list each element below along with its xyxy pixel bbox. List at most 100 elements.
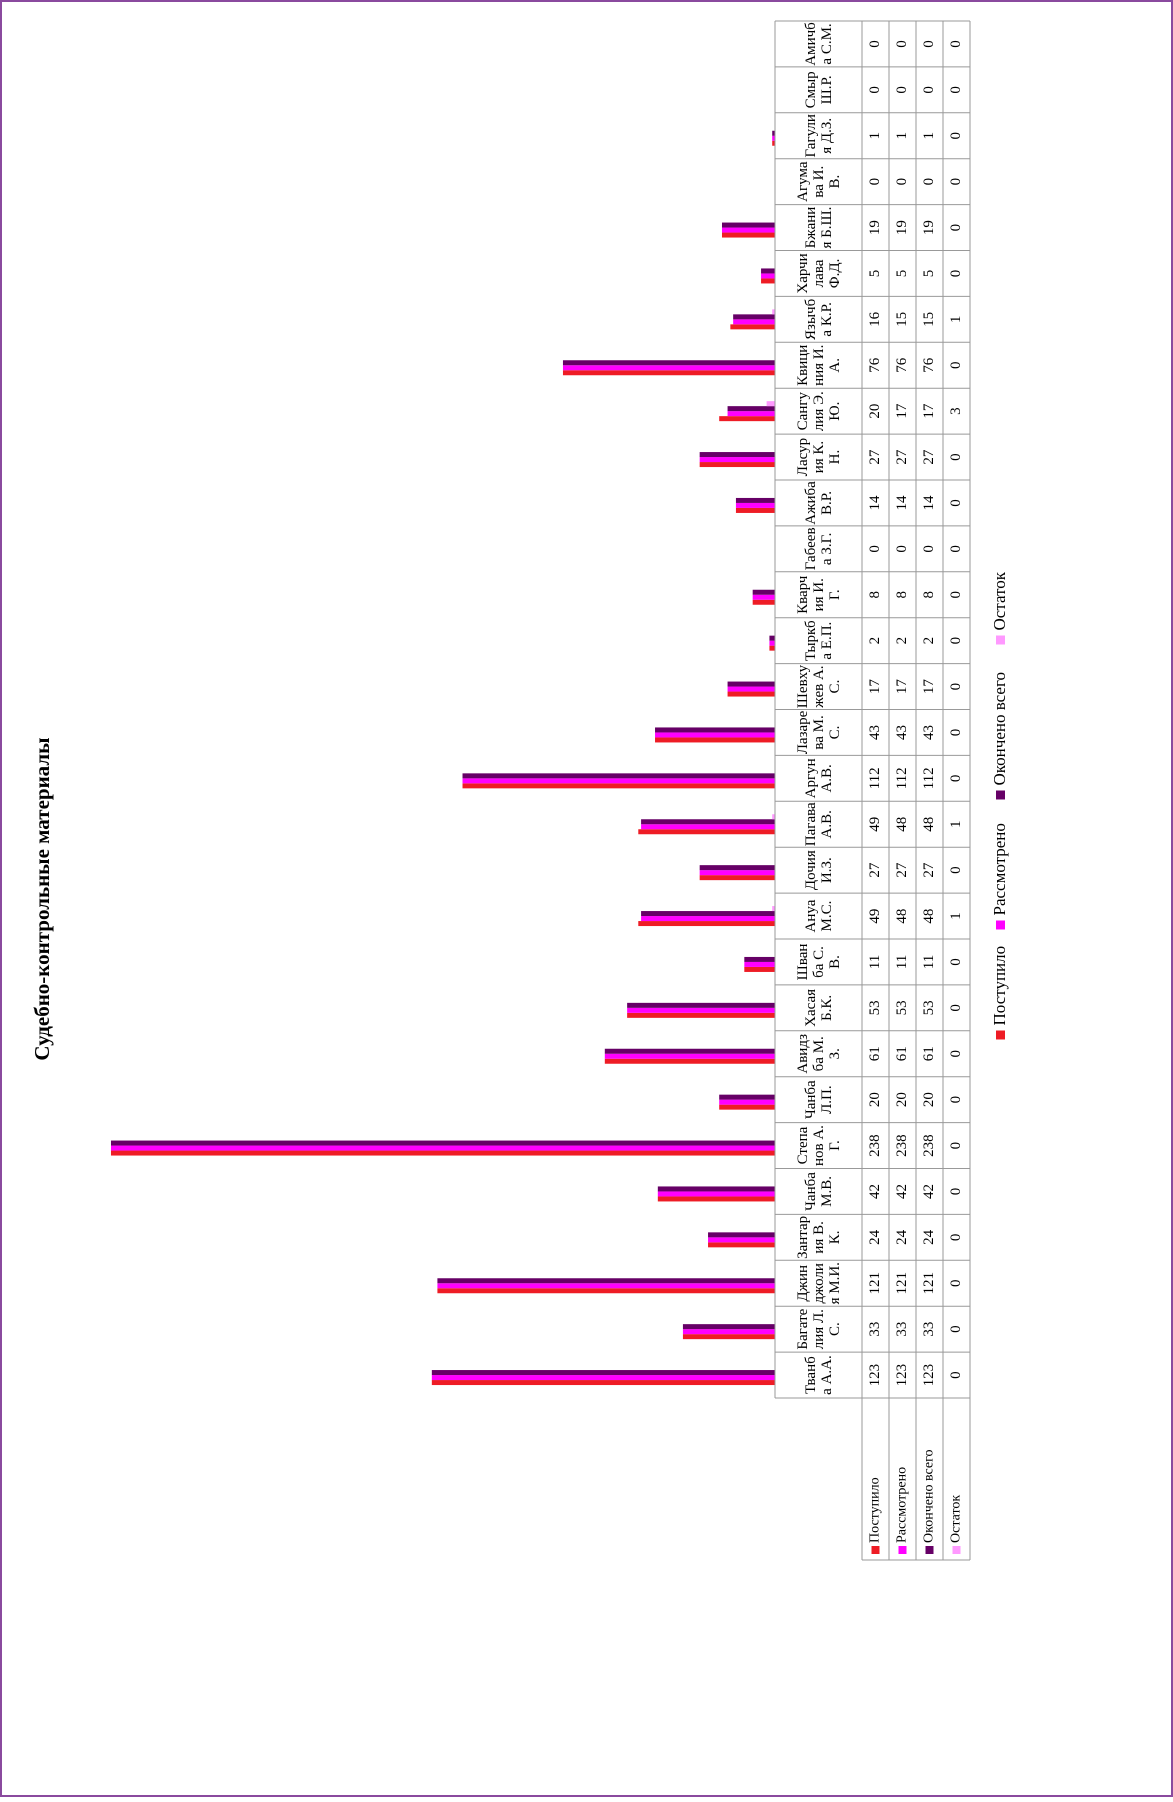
category-cell: Аргун А.В. bbox=[802, 758, 835, 799]
bar bbox=[638, 921, 775, 927]
cell-value: 17 bbox=[921, 403, 937, 419]
category-cell: Лазарева М.С. bbox=[794, 710, 843, 755]
row-label: Рассмотрено bbox=[895, 1467, 910, 1543]
bar bbox=[735, 497, 776, 503]
cell-value: 48 bbox=[921, 817, 937, 832]
cell-value: 11 bbox=[894, 955, 910, 969]
cell-value: 0 bbox=[894, 178, 910, 186]
rotated-chart: Судебно-контрольные материалы Тванба А.А… bbox=[30, 20, 1009, 1561]
bar bbox=[627, 1007, 775, 1013]
category-label: Джинджолия М.И. bbox=[794, 1262, 843, 1305]
cell-value: 0 bbox=[948, 683, 964, 691]
bar bbox=[761, 278, 775, 284]
bar bbox=[437, 1288, 775, 1294]
bar bbox=[682, 1329, 775, 1335]
cell-value: 238 bbox=[921, 1134, 937, 1157]
bar bbox=[655, 732, 776, 738]
bar bbox=[641, 916, 776, 922]
bar bbox=[772, 140, 776, 146]
bar bbox=[604, 1053, 775, 1059]
cell-value: 0 bbox=[894, 545, 910, 553]
cell-value: 0 bbox=[948, 86, 964, 94]
category-cell: Чанба Л.П. bbox=[803, 1080, 835, 1119]
cell-value: 0 bbox=[921, 86, 937, 94]
category-cell: Габеева З.Г. bbox=[803, 527, 835, 570]
cell-value: 27 bbox=[867, 862, 883, 878]
bar bbox=[766, 401, 776, 407]
category-label: Агумава И.В. bbox=[794, 161, 843, 202]
cell-value: 19 bbox=[894, 220, 910, 235]
cell-value: 0 bbox=[948, 1142, 964, 1150]
legend-label: Окончено всего bbox=[990, 672, 1009, 786]
bar bbox=[682, 1324, 775, 1330]
cell-value: 0 bbox=[948, 1188, 964, 1196]
cell-value: 19 bbox=[921, 220, 937, 235]
bar bbox=[699, 457, 775, 463]
bar bbox=[655, 727, 776, 733]
cell-value: 19 bbox=[867, 220, 883, 235]
cell-value: 11 bbox=[921, 955, 937, 969]
cell-value: 33 bbox=[894, 1322, 910, 1337]
cell-value: 76 bbox=[867, 357, 883, 373]
category-label: Шванба С.В. bbox=[794, 943, 843, 981]
legend-key bbox=[996, 790, 1005, 800]
cell-value: 0 bbox=[921, 40, 937, 48]
cell-value: 24 bbox=[867, 1229, 883, 1245]
legend-label: Остаток bbox=[990, 571, 1009, 630]
cell-value: 48 bbox=[894, 909, 910, 924]
cell-value: 17 bbox=[894, 679, 910, 695]
bar bbox=[727, 406, 776, 412]
cell-value: 0 bbox=[948, 1096, 964, 1104]
cell-value: 0 bbox=[921, 545, 937, 553]
cell-value: 0 bbox=[948, 1280, 964, 1288]
cell-value: 0 bbox=[867, 86, 883, 94]
bar bbox=[562, 360, 776, 366]
category-label: Ласурия К.Н. bbox=[794, 437, 843, 477]
category-label: Язычба К.Р. bbox=[802, 298, 835, 340]
cell-value: 1 bbox=[948, 821, 964, 829]
cell-value: 15 bbox=[921, 312, 937, 327]
bar bbox=[752, 599, 775, 605]
cell-value: 20 bbox=[867, 1092, 883, 1107]
cell-value: 1 bbox=[921, 132, 937, 140]
cell-value: 2 bbox=[894, 637, 910, 645]
cell-value: 33 bbox=[867, 1322, 883, 1337]
legend-label: Рассмотрено bbox=[990, 823, 1009, 915]
cell-value: 27 bbox=[921, 862, 937, 878]
category-label: Авидзба М.З. bbox=[794, 1033, 843, 1074]
category-cell: Харчилава Ф.Д. bbox=[795, 253, 843, 293]
bar bbox=[727, 411, 776, 417]
category-cell: Джинджолия М.И. bbox=[794, 1262, 843, 1305]
cell-value: 33 bbox=[921, 1322, 937, 1337]
cell-value: 8 bbox=[894, 591, 910, 599]
category-label: Дочия И.З. bbox=[802, 850, 835, 891]
cell-value: 0 bbox=[948, 545, 964, 553]
bar bbox=[721, 222, 775, 228]
cell-value: 121 bbox=[894, 1272, 910, 1295]
category-label: Ажиба В.Р. bbox=[802, 481, 835, 525]
bar bbox=[462, 783, 775, 789]
bar bbox=[744, 961, 775, 967]
category-cell: Хасая Б.К. bbox=[803, 989, 835, 1027]
cell-value: 0 bbox=[948, 729, 964, 737]
bar bbox=[431, 1375, 775, 1381]
category-label: Лазарева М.С. bbox=[794, 710, 843, 755]
cell-value: 112 bbox=[867, 767, 883, 789]
legend-key bbox=[952, 1546, 961, 1554]
cell-value: 61 bbox=[921, 1046, 937, 1061]
category-label: Бжания Б.Ш. bbox=[802, 206, 835, 249]
bar bbox=[431, 1370, 775, 1376]
cell-value: 0 bbox=[948, 499, 964, 507]
legend-key bbox=[871, 1546, 880, 1554]
cell-value: 48 bbox=[921, 909, 937, 924]
bar bbox=[641, 819, 776, 825]
category-label: Аргун А.В. bbox=[802, 758, 835, 799]
cell-value: 123 bbox=[894, 1364, 910, 1387]
bar bbox=[627, 1012, 775, 1018]
bar bbox=[744, 966, 775, 972]
cell-value: 5 bbox=[921, 270, 937, 278]
bar bbox=[110, 1140, 776, 1146]
legend-label: Поступило bbox=[990, 946, 1009, 1026]
